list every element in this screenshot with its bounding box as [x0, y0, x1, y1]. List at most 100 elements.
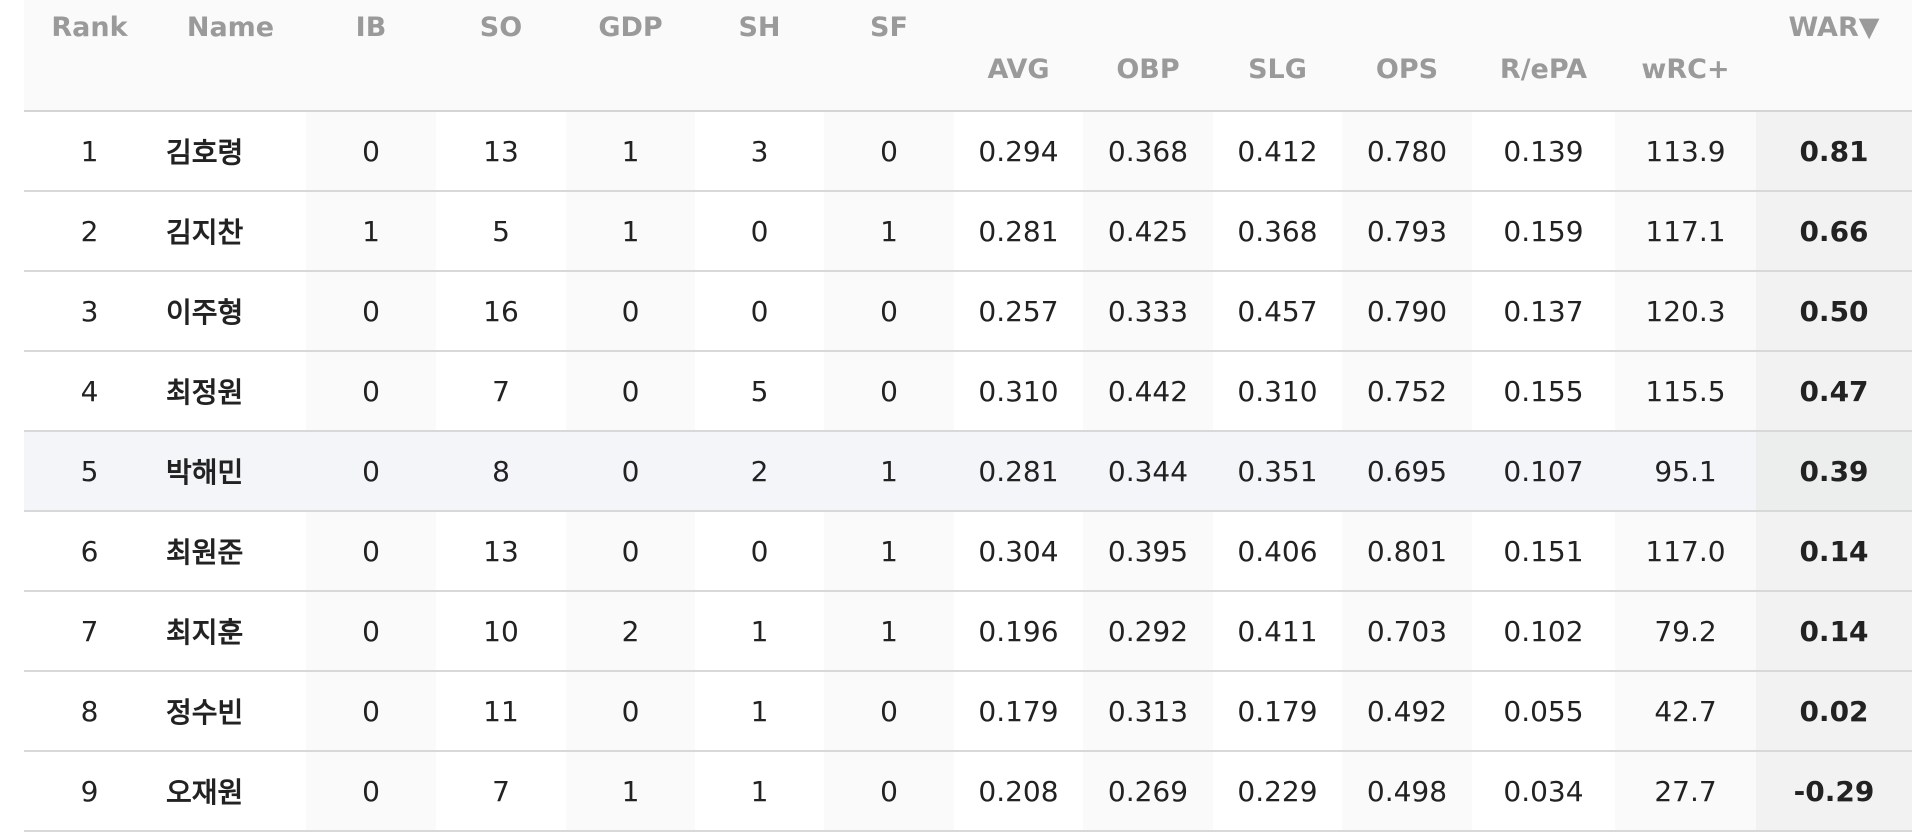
stat-cell: 0.304 — [954, 511, 1083, 592]
player-name: 최원준 — [155, 511, 306, 592]
stat-cell: 0.793 — [1342, 191, 1472, 272]
stat-cell: 0.179 — [954, 671, 1083, 752]
stat-cell: 0.50 — [1756, 271, 1912, 352]
stat-cell: 6 — [24, 511, 155, 592]
column-header: GDP — [566, 0, 695, 112]
stat-cell: 7 — [24, 591, 155, 672]
column-header: OBP — [1083, 0, 1213, 112]
stat-cell: 8 — [24, 671, 155, 752]
stat-cell: 79.2 — [1615, 591, 1756, 672]
stat-cell: 9 — [24, 751, 155, 832]
stat-cell: 0.159 — [1472, 191, 1615, 272]
player-name: 정수빈 — [155, 671, 306, 752]
stat-cell: 0.107 — [1472, 431, 1615, 512]
stat-cell: 5 — [24, 431, 155, 512]
stat-cell: 1 — [824, 431, 954, 512]
table-row[interactable]: 2 김지찬 1 5 1 0 1 0.281 0.425 0.368 0.793 0.159 117.1 0… — [24, 191, 1912, 272]
stat-cell: 117.1 — [1615, 191, 1756, 272]
stat-cell: 0.208 — [954, 751, 1083, 832]
header-label: SO — [479, 12, 523, 43]
stat-cell: 0.457 — [1213, 271, 1342, 352]
header-label: IB — [355, 12, 387, 43]
stat-cell: 10 — [436, 591, 566, 672]
player-name: 최지훈 — [155, 591, 306, 672]
header-label: wRC+ — [1641, 54, 1730, 85]
header-label: OPS — [1375, 54, 1439, 85]
stat-cell: 0.703 — [1342, 591, 1472, 672]
column-header: Name — [155, 0, 306, 112]
stat-cell: 0.14 — [1756, 591, 1912, 672]
stat-cell: 0.790 — [1342, 271, 1472, 352]
stat-cell: 2 — [24, 191, 155, 272]
column-header: AVG — [954, 0, 1083, 112]
table-row[interactable]: 9 오재원 0 7 1 1 0 0.208 0.269 0.229 0.498 0.034 27.7 -0… — [24, 751, 1912, 832]
stat-cell: 0 — [306, 351, 436, 432]
stat-cell: 0.02 — [1756, 671, 1912, 752]
column-header: WAR▼ — [1756, 0, 1912, 112]
stat-cell: 0 — [306, 431, 436, 512]
stat-cell: 0.294 — [954, 111, 1083, 192]
column-header: SLG — [1213, 0, 1342, 112]
stat-cell: -0.29 — [1756, 751, 1912, 832]
stat-cell: 0.139 — [1472, 111, 1615, 192]
column-header: Rank — [24, 0, 155, 112]
header-label: GDP — [598, 12, 663, 43]
header-label: R/ePA — [1499, 54, 1588, 85]
stat-cell: 0.498 — [1342, 751, 1472, 832]
player-name: 김지찬 — [155, 191, 306, 272]
table-row[interactable]: 1 김호령 0 13 1 3 0 0.294 0.368 0.412 0.780 0.139 113.9… — [24, 111, 1912, 192]
stat-cell: 5 — [695, 351, 824, 432]
table-row[interactable]: 5 박해민 0 8 0 2 1 0.281 0.344 0.351 0.695 0.107 95.1 0.… — [24, 431, 1912, 512]
stat-cell: 1 — [566, 191, 695, 272]
stat-cell: 0.281 — [954, 431, 1083, 512]
stat-cell: 2 — [695, 431, 824, 512]
stat-cell: 0.412 — [1213, 111, 1342, 192]
stat-cell: 1 — [824, 591, 954, 672]
header-label: OBP — [1116, 54, 1180, 85]
stat-cell: 42.7 — [1615, 671, 1756, 752]
stat-cell: 0.81 — [1756, 111, 1912, 192]
table-row[interactable]: 4 최정원 0 7 0 5 0 0.310 0.442 0.310 0.752 0.155 115.5 0… — [24, 351, 1912, 432]
stat-cell: 2 — [566, 591, 695, 672]
stat-cell: 0.492 — [1342, 671, 1472, 752]
stat-cell: 0.310 — [954, 351, 1083, 432]
stat-cell: 0.310 — [1213, 351, 1342, 432]
stat-cell: 0.66 — [1756, 191, 1912, 272]
player-name: 오재원 — [155, 751, 306, 832]
stat-cell: 0.333 — [1083, 271, 1213, 352]
stat-cell: 0 — [566, 671, 695, 752]
stat-cell: 0.801 — [1342, 511, 1472, 592]
table-row[interactable]: 6 최원준 0 13 0 0 1 0.304 0.395 0.406 0.801 0.151 117.0… — [24, 511, 1912, 592]
stats-table: Rank Name IB SO GDP SH SF AVG OBP SLG OPS R/ePA wRC+… — [24, 0, 1912, 832]
stat-cell: 0 — [566, 431, 695, 512]
column-header: SH — [695, 0, 824, 112]
player-name: 김호령 — [155, 111, 306, 192]
stat-cell: 1 — [824, 511, 954, 592]
stat-cell: 0.752 — [1342, 351, 1472, 432]
column-header: R/ePA — [1472, 0, 1615, 112]
column-header: IB — [306, 0, 436, 112]
stat-cell: 3 — [695, 111, 824, 192]
table-row[interactable]: 3 이주형 0 16 0 0 0 0.257 0.333 0.457 0.790 0.137 120.3… — [24, 271, 1912, 352]
stat-cell: 115.5 — [1615, 351, 1756, 432]
stat-cell: 0.47 — [1756, 351, 1912, 432]
stat-cell: 0 — [306, 671, 436, 752]
stat-cell: 0.155 — [1472, 351, 1615, 432]
table-row[interactable]: 8 정수빈 0 11 0 1 0 0.179 0.313 0.179 0.492 0.055 42.7 0… — [24, 671, 1912, 752]
stat-cell: 0 — [306, 591, 436, 672]
stat-cell: 7 — [436, 351, 566, 432]
stat-cell: 0.406 — [1213, 511, 1342, 592]
stat-cell: 0.695 — [1342, 431, 1472, 512]
stat-cell: 4 — [24, 351, 155, 432]
stat-cell: 0.14 — [1756, 511, 1912, 592]
stat-cell: 0.281 — [954, 191, 1083, 272]
stat-cell: 0.313 — [1083, 671, 1213, 752]
stat-cell: 8 — [436, 431, 566, 512]
stat-cell: 1 — [824, 191, 954, 272]
stat-cell: 0.292 — [1083, 591, 1213, 672]
header-label: Name — [186, 12, 275, 43]
stat-cell: 0.780 — [1342, 111, 1472, 192]
table-row[interactable]: 7 최지훈 0 10 2 1 1 0.196 0.292 0.411 0.703 0.102 79.2 0… — [24, 591, 1912, 672]
stat-cell: 0 — [824, 351, 954, 432]
